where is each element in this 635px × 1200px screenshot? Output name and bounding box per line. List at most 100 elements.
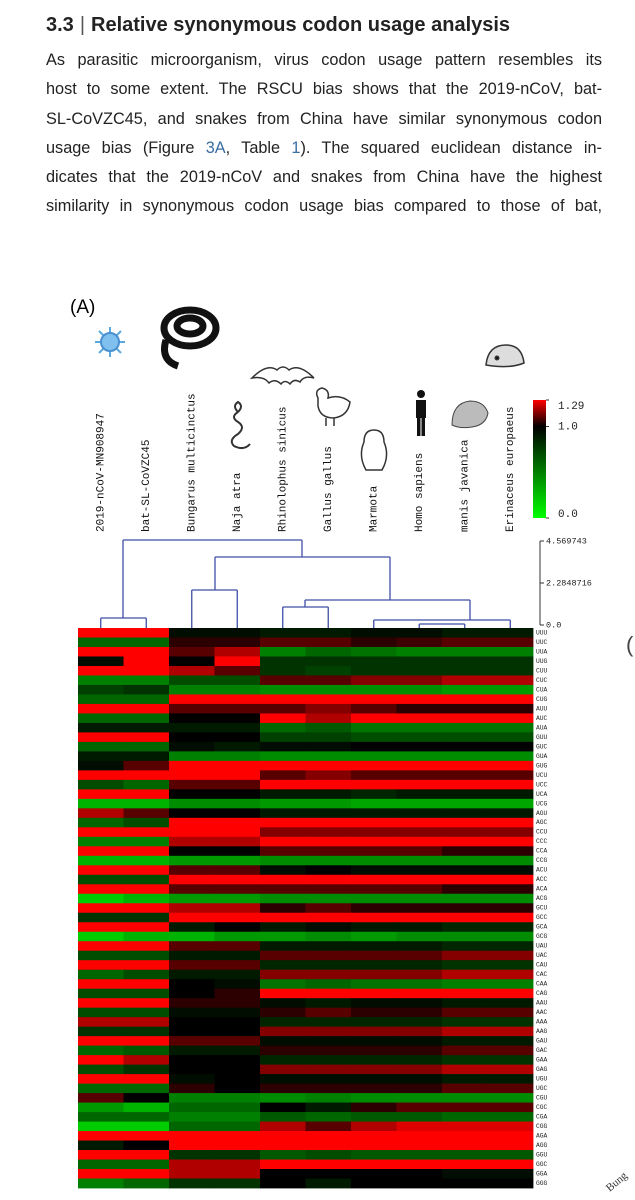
heatmap-cell — [169, 694, 215, 705]
heatmap-cell — [78, 893, 124, 904]
heatmap-cell — [487, 628, 534, 638]
heatmap-cell — [351, 760, 397, 771]
heatmap-cell — [123, 628, 170, 638]
heatmap-cell — [214, 1036, 261, 1047]
heatmap-cell — [169, 874, 215, 885]
heatmap-cell — [396, 960, 443, 971]
separator: | — [79, 14, 86, 36]
heatmap-cell — [214, 931, 261, 942]
heatmap-cell — [396, 903, 443, 914]
heatmap-cell — [260, 1102, 306, 1113]
column-label: Bungarus multicinctus — [187, 393, 199, 532]
heatmap-cell — [214, 855, 261, 866]
heatmap-cell — [487, 713, 534, 724]
row-label: CGC — [536, 1104, 548, 1111]
heatmap-cell — [442, 646, 488, 657]
heatmap-cell — [351, 798, 397, 809]
heatmap-cell — [214, 798, 261, 809]
heatmap-cell — [487, 760, 534, 771]
row-label: AGA — [536, 1132, 548, 1139]
heatmap-cell — [487, 865, 534, 876]
heatmap-cell — [78, 703, 124, 714]
colorbar-label: 0.0 — [558, 509, 578, 521]
heatmap-cell — [78, 1093, 124, 1103]
heatmap-cell — [442, 941, 488, 952]
heatmap-cell — [169, 865, 215, 876]
heatmap-cell — [169, 1055, 215, 1066]
heatmap-cell — [169, 1169, 215, 1179]
heatmap-cell — [351, 684, 397, 695]
heatmap-cell — [123, 969, 170, 980]
row-label: UAU — [536, 943, 548, 950]
heatmap-cell — [260, 988, 306, 999]
heatmap-cell — [487, 960, 534, 971]
heatmap-cell — [260, 646, 306, 657]
heatmap-cell — [487, 741, 534, 752]
paragraph: As parasitic microorganism, virus codon … — [46, 48, 602, 224]
heatmap-cell — [487, 1159, 534, 1170]
heatmap-cell — [123, 1093, 170, 1103]
heatmap-cell — [214, 741, 261, 752]
heatmap-cell — [123, 1007, 170, 1018]
heatmap-cell — [396, 751, 443, 762]
heatmap-cell — [260, 941, 306, 952]
heatmap-cell — [214, 1093, 261, 1103]
heatmap-cell — [123, 779, 170, 790]
heatmap-cell — [442, 628, 488, 638]
heatmap-cell — [260, 703, 306, 714]
heatmap-cell — [487, 703, 534, 714]
column-label: Marmota — [369, 485, 381, 532]
heatmap-cell — [78, 722, 124, 733]
heatmap-cell — [442, 770, 488, 781]
heatmap-cell — [214, 1102, 261, 1113]
heatmap-cell — [169, 1026, 215, 1037]
heatmap-cell — [214, 922, 261, 933]
heatmap-cell — [305, 808, 352, 819]
heatmap-cell — [351, 722, 397, 733]
row-label: CCC — [536, 838, 548, 845]
icon-chicken — [315, 387, 351, 426]
heatmap-cell — [396, 722, 443, 733]
heatmap-cell — [351, 628, 397, 638]
heatmap-cell — [396, 931, 443, 942]
row-label: CGG — [536, 1123, 548, 1130]
heatmap-cell — [305, 760, 352, 771]
heatmap-cell — [396, 675, 443, 686]
row-label: ACU — [536, 867, 548, 874]
heatmap-cell — [214, 884, 261, 895]
heatmap-cell — [260, 903, 306, 914]
heatmap-cell — [351, 1007, 397, 1018]
heatmap-cell — [214, 998, 261, 1009]
heatmap-cell — [260, 817, 306, 828]
icon-bat — [249, 366, 315, 386]
heatmap-cell — [169, 798, 215, 809]
heatmap-cell — [260, 1074, 306, 1084]
heatmap-cell — [169, 903, 215, 914]
heatmap-cell — [396, 1055, 443, 1066]
heatmap-cell — [169, 684, 215, 695]
heatmap-cell — [396, 1017, 443, 1028]
heatmap-cell — [123, 884, 170, 895]
column-label: Rhinolophus sinicus — [278, 407, 290, 532]
heatmap-cell — [214, 979, 261, 990]
heatmap-cell — [305, 656, 352, 667]
heatmap-cell — [78, 713, 124, 724]
heatmap-cell — [442, 1017, 488, 1028]
heatmap-cell — [487, 1102, 534, 1113]
row-label: GCA — [536, 924, 548, 931]
column-label: bat-SL-CoVZC45 — [141, 440, 153, 532]
table-link[interactable]: 1 — [291, 138, 301, 157]
row-label: GCG — [536, 933, 548, 940]
heatmap-cell — [442, 760, 488, 771]
heatmap-cell — [396, 884, 443, 895]
heatmap-cell — [214, 732, 261, 743]
heatmap-cell — [214, 684, 261, 695]
heatmap-cell — [487, 770, 534, 781]
heatmap-cell — [260, 1131, 306, 1141]
heatmap-cell — [351, 732, 397, 743]
figure-link[interactable]: 3A — [205, 138, 226, 157]
heatmap-cell — [169, 998, 215, 1009]
heatmap-cell — [487, 836, 534, 847]
heatmap-cell — [260, 1150, 306, 1160]
row-label: AGG — [536, 1142, 548, 1149]
